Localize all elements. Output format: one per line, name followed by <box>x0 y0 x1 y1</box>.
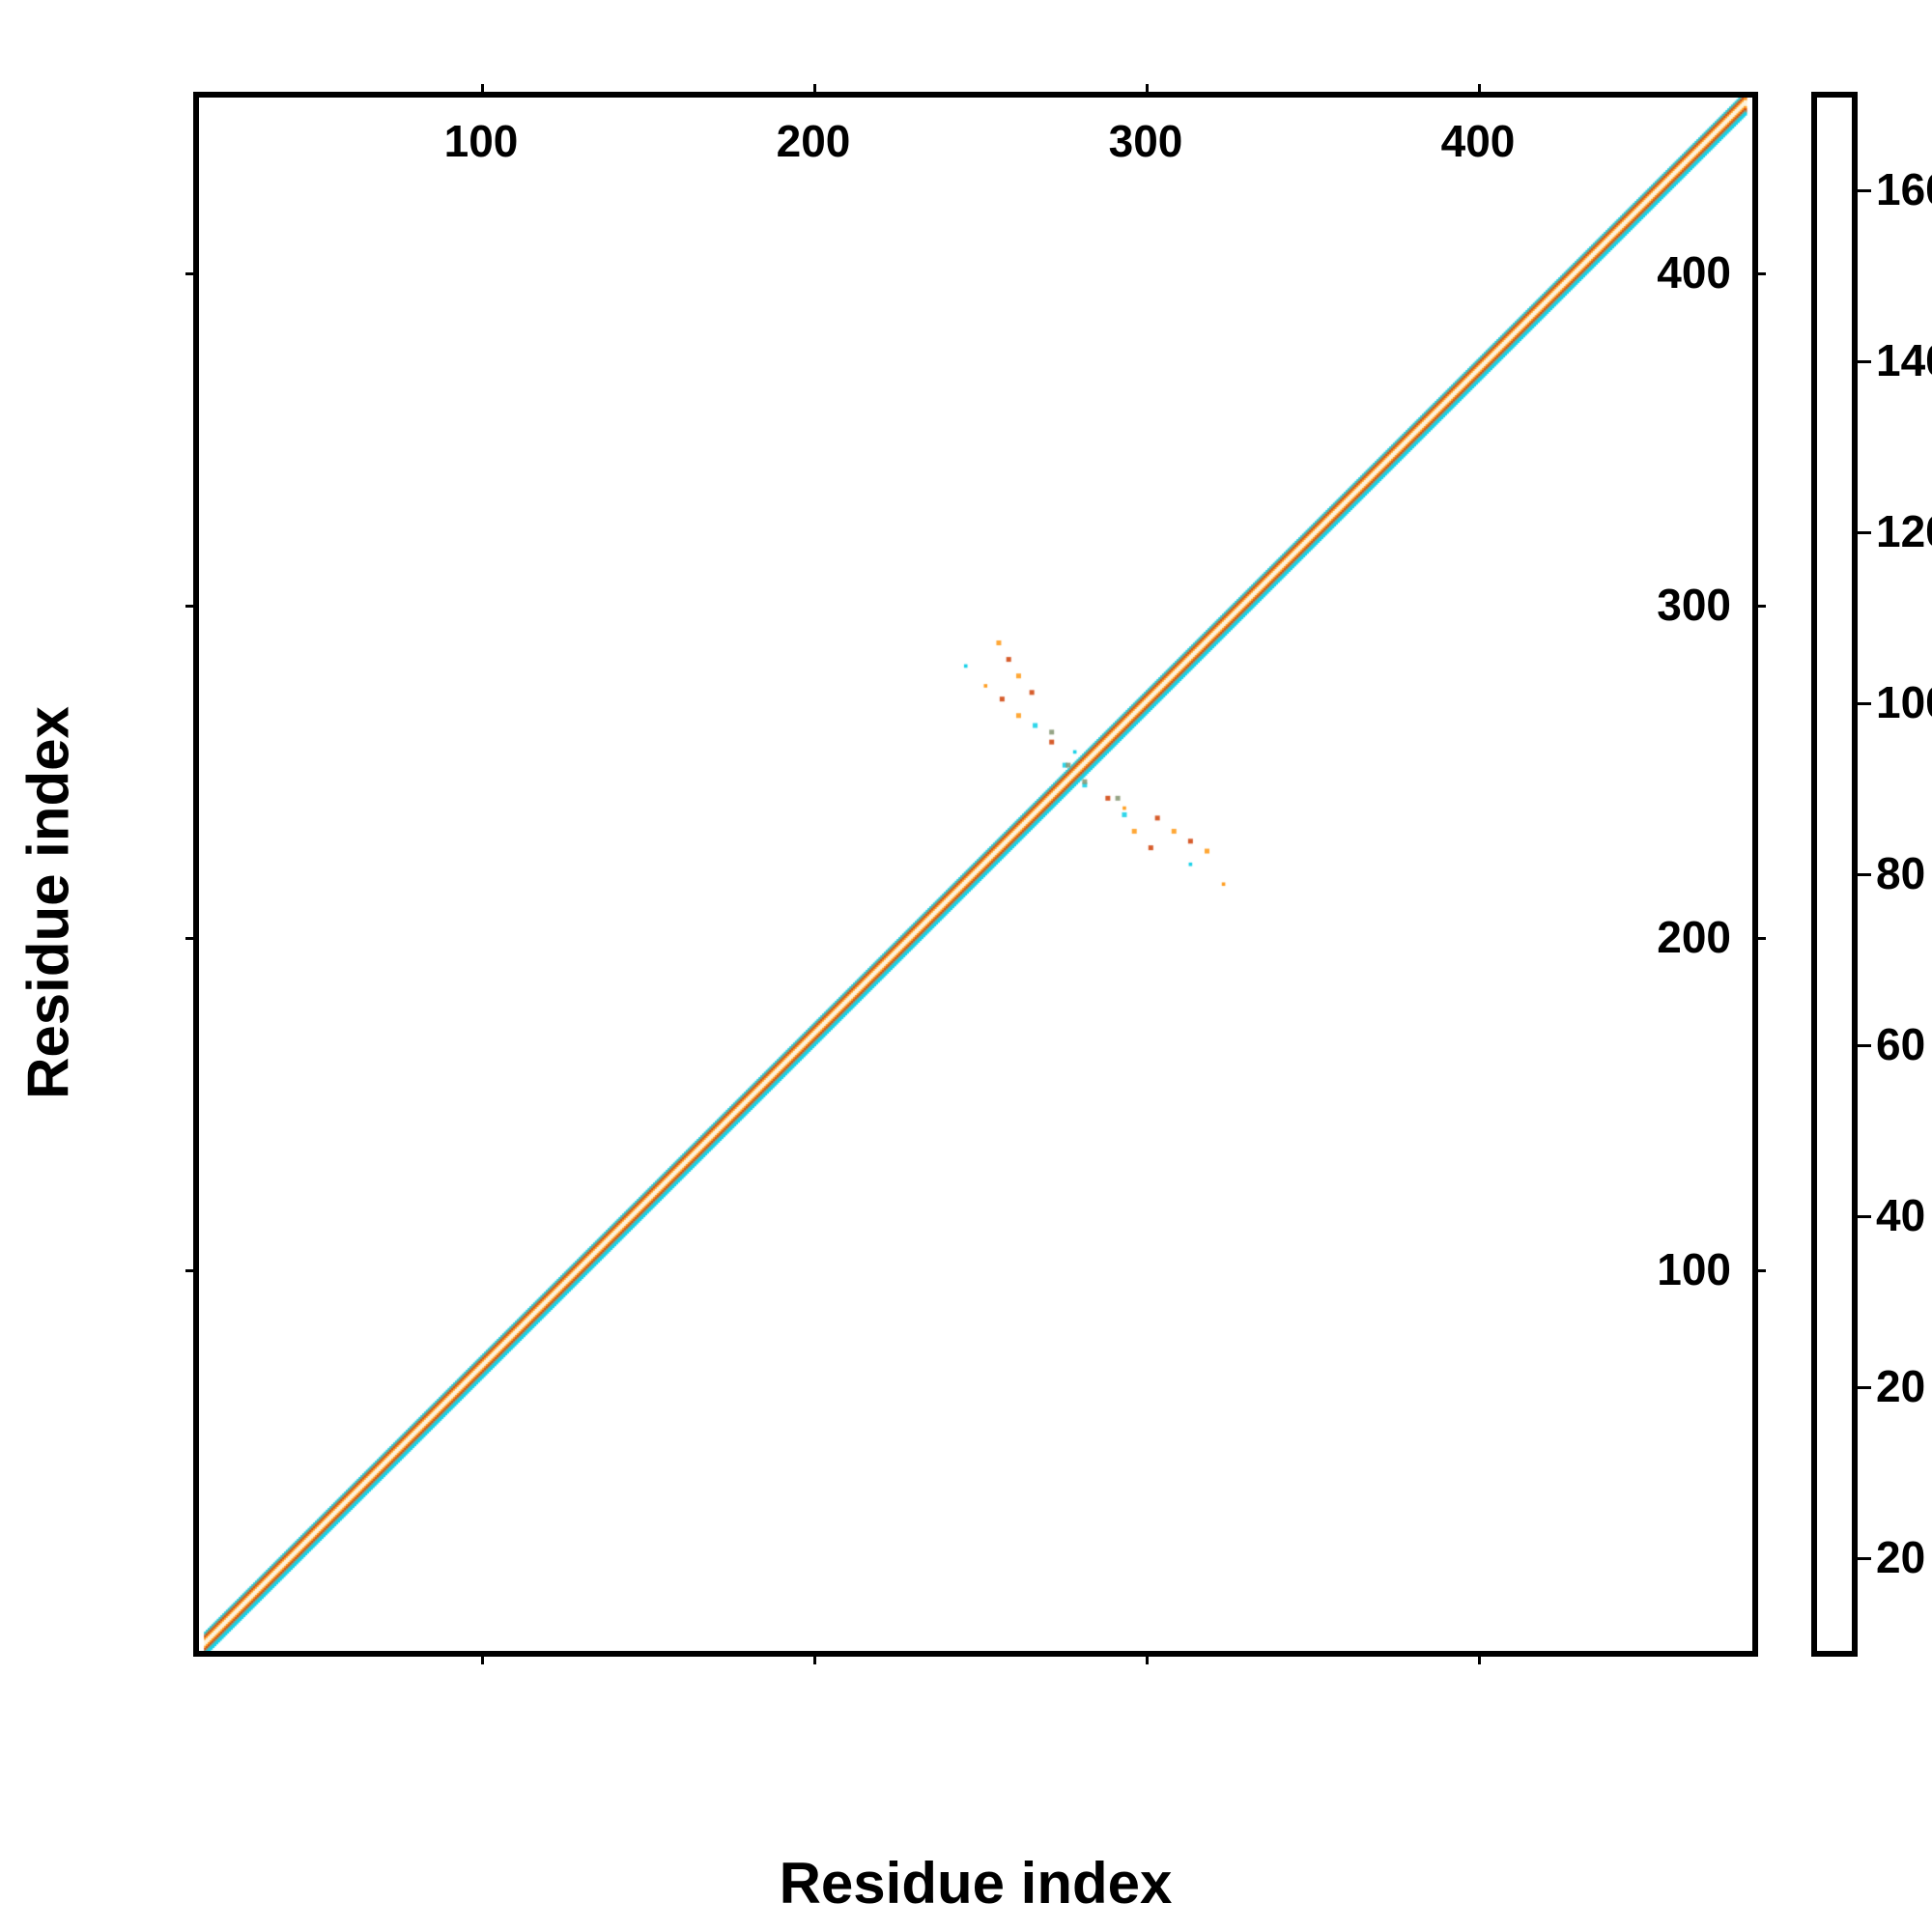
top-tick-100 <box>481 84 484 98</box>
cb-tick-140 <box>1858 531 1871 534</box>
cb-tick-160 <box>1858 360 1871 363</box>
x-tick-label-100: 100 <box>444 115 519 167</box>
cb-label-180: 160 <box>1876 163 1932 215</box>
y-tick-label-200: 200 <box>1657 911 1731 963</box>
x-tick-label-300: 300 <box>1109 115 1183 167</box>
y-tick-label-400: 400 <box>1657 246 1731 298</box>
cb-label-20: 20 <box>1876 1531 1925 1583</box>
cb-label-100: 80 <box>1876 847 1925 899</box>
x-tick-label-400: 400 <box>1441 115 1516 167</box>
contact-map-window: 100 200 300 400 100 200 300 400 Residue … <box>0 0 1932 1932</box>
cb-label-140: 120 <box>1876 505 1932 557</box>
right-tick-400 <box>1752 272 1766 275</box>
right-tick-100 <box>1752 1269 1766 1272</box>
contact-map-canvas[interactable] <box>199 98 1752 1651</box>
right-tick-200 <box>1752 937 1766 940</box>
cb-label-80: 60 <box>1876 1018 1925 1070</box>
cb-label-120: 100 <box>1876 676 1932 728</box>
left-tick-100 <box>185 1269 199 1272</box>
cb-label-160: 140 <box>1876 334 1932 386</box>
x-tick-label-200: 200 <box>777 115 851 167</box>
cb-tick-20 <box>1858 1557 1871 1560</box>
bottom-tick-200 <box>813 1651 816 1664</box>
right-tick-300 <box>1752 605 1766 608</box>
top-tick-300 <box>1146 84 1149 98</box>
plot-area: 100 200 300 400 100 200 300 400 <box>193 92 1758 1657</box>
cb-tick-180 <box>1858 189 1871 192</box>
bottom-tick-100 <box>481 1651 484 1664</box>
bottom-tick-400 <box>1478 1651 1481 1664</box>
cb-tick-100 <box>1858 873 1871 876</box>
y-tick-label-300: 300 <box>1657 579 1731 631</box>
cb-label-40: 20 <box>1876 1360 1925 1412</box>
cb-tick-80 <box>1858 1044 1871 1047</box>
cb-tick-120 <box>1858 702 1871 705</box>
left-tick-200 <box>185 937 199 940</box>
bottom-tick-300 <box>1146 1651 1149 1664</box>
x-axis-title: Residue index <box>193 1850 1758 1917</box>
y-tick-label-100: 100 <box>1657 1243 1731 1295</box>
left-tick-300 <box>185 605 199 608</box>
y-axis-title: Residue index <box>15 121 82 1686</box>
top-tick-200 <box>813 84 816 98</box>
cb-tick-60 <box>1858 1215 1871 1218</box>
cb-label-60: 40 <box>1876 1189 1925 1241</box>
left-tick-400 <box>185 272 199 275</box>
cb-tick-40 <box>1858 1386 1871 1389</box>
colorbar-frame[interactable] <box>1811 92 1858 1657</box>
top-tick-400 <box>1478 84 1481 98</box>
